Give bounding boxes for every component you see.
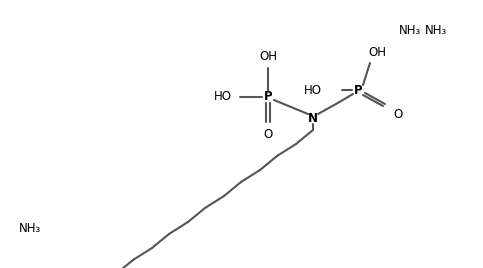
Text: P: P [264, 91, 272, 103]
Text: O: O [263, 128, 272, 140]
Text: P: P [354, 84, 362, 96]
Text: N: N [308, 111, 318, 125]
Text: NH₃: NH₃ [399, 24, 421, 36]
Text: O: O [393, 109, 403, 121]
Text: HO: HO [304, 84, 322, 96]
Text: OH: OH [259, 50, 277, 64]
Text: NH₃: NH₃ [19, 221, 41, 234]
Text: NH₃: NH₃ [425, 24, 447, 36]
Text: HO: HO [214, 91, 232, 103]
Text: OH: OH [368, 47, 386, 59]
